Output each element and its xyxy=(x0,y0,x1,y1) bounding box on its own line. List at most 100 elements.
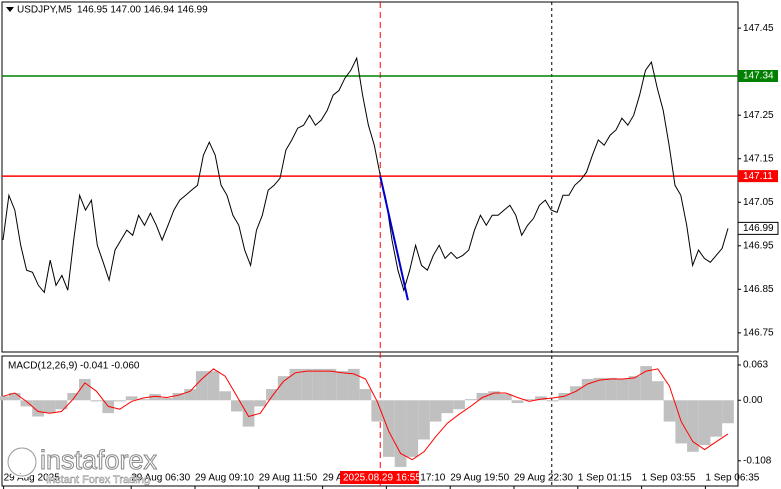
macd-bar xyxy=(523,399,536,401)
x-tick-label: 29 Aug 11:50 xyxy=(259,473,318,484)
y-tick-label: 147.05 xyxy=(743,197,774,208)
y-tick-label: 147.45 xyxy=(743,23,774,34)
level-label: 147.11 xyxy=(743,171,773,182)
macd-bar xyxy=(651,381,664,401)
y-tick-label: 146.85 xyxy=(743,284,774,295)
macd-bar xyxy=(231,400,243,412)
level-label-box xyxy=(738,170,778,183)
macd-bar xyxy=(418,400,430,440)
macd-bar xyxy=(453,400,465,410)
y-tick-label: 147.25 xyxy=(743,110,774,121)
macd-bar xyxy=(114,400,126,402)
macd-bar xyxy=(32,400,44,417)
x-tick-label: 29 Aug 2025 xyxy=(4,473,61,484)
macd-bar xyxy=(207,371,220,401)
macd-bar xyxy=(301,368,313,401)
x-tick-label: 29 Aug 22:30 xyxy=(514,473,573,484)
level-label: 147.34 xyxy=(743,71,774,82)
macd-bar xyxy=(347,368,360,401)
macd-bar xyxy=(546,400,559,402)
last-price-label: 146.99 xyxy=(743,223,774,234)
macd-bar xyxy=(476,392,489,401)
macd-bar xyxy=(289,368,302,401)
macd-bar xyxy=(698,400,711,446)
y-tick-label: 146.95 xyxy=(743,240,774,251)
macd-bar xyxy=(429,400,442,422)
macd-bar xyxy=(722,400,734,424)
macd-bar xyxy=(687,400,699,452)
macd-bar xyxy=(616,378,629,401)
macd-bar xyxy=(0,396,9,401)
x-tick-label: 29 Aug 06:30 xyxy=(131,473,190,484)
macd-bar xyxy=(663,400,676,422)
y-tick-label: 0.063 xyxy=(743,360,768,371)
macd-quote: -0.041 -0.060 xyxy=(80,361,140,372)
macd-bar xyxy=(137,399,150,401)
macd-bar xyxy=(43,400,56,414)
macd-bar xyxy=(277,376,290,401)
macd-bar xyxy=(67,392,80,401)
macd-panel xyxy=(1,355,739,487)
macd-bar xyxy=(441,400,454,414)
macd-bar xyxy=(90,400,103,402)
macd-bar xyxy=(266,389,278,401)
macd-bar xyxy=(406,400,419,457)
ohlc-quote: 146.95 147.00 146.94 146.99 xyxy=(77,5,208,16)
macd-bar xyxy=(394,400,407,467)
x-tick-label: 29 Aug 19:50 xyxy=(450,473,509,484)
level-label-box xyxy=(738,70,778,83)
macd-bar xyxy=(195,371,208,401)
y-tick-label: 0.00 xyxy=(743,395,763,406)
macd-bar xyxy=(499,394,512,401)
x-tick-label: 1 Sep 06:35 xyxy=(705,473,759,484)
macd-bar xyxy=(20,400,33,407)
macd-bar xyxy=(488,391,500,401)
macd-bar xyxy=(336,371,348,401)
macd-bar xyxy=(8,392,21,401)
macd-bar xyxy=(628,376,641,401)
x-tick-label: 29 Aug 09:10 xyxy=(195,473,254,484)
marker-label: 2025.08.29 16:55 xyxy=(343,473,421,484)
macd-bar xyxy=(324,368,337,401)
macd-bar xyxy=(125,396,138,401)
forecast-line xyxy=(379,175,409,301)
macd-bar xyxy=(570,386,582,401)
logo-icon-outline xyxy=(7,447,37,477)
price-panel xyxy=(1,1,739,353)
last-price-box xyxy=(737,221,779,235)
logo-tagline: Instant Forex Trading xyxy=(46,474,150,486)
macd-bar xyxy=(184,389,196,401)
macd-bar xyxy=(254,400,267,407)
logo-name: instaforex xyxy=(40,445,158,475)
macd-bar xyxy=(581,378,594,401)
x-tick-label: 1 Sep 01:15 xyxy=(578,473,632,484)
macd-bar xyxy=(359,389,372,401)
macd-bar xyxy=(312,368,325,401)
macd-title: MACD(12,26,9) xyxy=(8,361,77,372)
symbol-icon xyxy=(6,7,14,12)
logo: instaforex Instant Forex Trading xyxy=(6,445,158,486)
macd-bar xyxy=(172,392,185,401)
macd-bar xyxy=(464,399,477,401)
macd-bar xyxy=(149,394,161,401)
marker-label-box xyxy=(340,471,419,484)
x-tick-label: 1 Sep 03:55 xyxy=(642,473,696,484)
y-tick-label: -0.108 xyxy=(743,455,772,466)
y-tick-label: 146.75 xyxy=(743,327,774,338)
macd-bar xyxy=(710,400,723,437)
macd-bar xyxy=(79,378,91,401)
macd-bar xyxy=(383,400,395,457)
symbol: USDJPY,M5 xyxy=(17,5,72,16)
macd-bar xyxy=(242,400,255,427)
macd-bar xyxy=(593,377,606,401)
signal-line xyxy=(2,368,729,461)
macd-bar xyxy=(535,396,547,401)
macd-bar xyxy=(640,366,652,401)
macd-bar xyxy=(371,400,384,422)
price-line xyxy=(2,56,729,294)
macd-bar xyxy=(55,400,68,410)
y-tick-label: 147.15 xyxy=(743,153,774,164)
